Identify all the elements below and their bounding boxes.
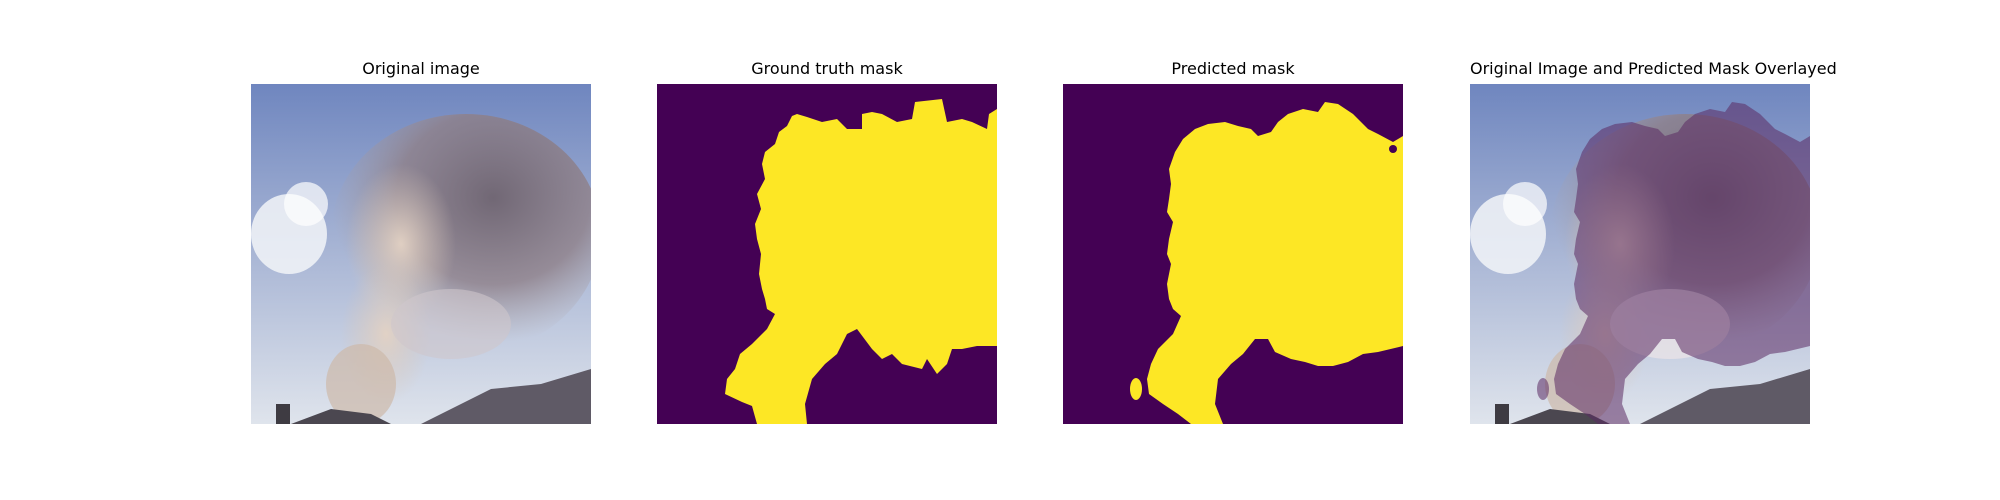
panel-original-image: Original image [251, 58, 591, 424]
panel-predicted-mask: Predicted mask [1063, 58, 1403, 424]
panel-ground-truth-mask: Ground truth mask [657, 58, 997, 424]
ground-truth-mask-image [657, 84, 997, 424]
panel-title: Original image [362, 59, 480, 78]
panel-title: Original Image and Predicted Mask Overla… [1470, 59, 1837, 78]
panel-overlay: Original Image and Predicted Mask Overla… [1470, 58, 1837, 424]
panel-title: Predicted mask [1171, 59, 1295, 78]
panel-title: Ground truth mask [751, 59, 903, 78]
predicted-mask-image [1063, 84, 1403, 424]
original-photo [251, 84, 591, 424]
overlay-image [1470, 84, 1810, 424]
